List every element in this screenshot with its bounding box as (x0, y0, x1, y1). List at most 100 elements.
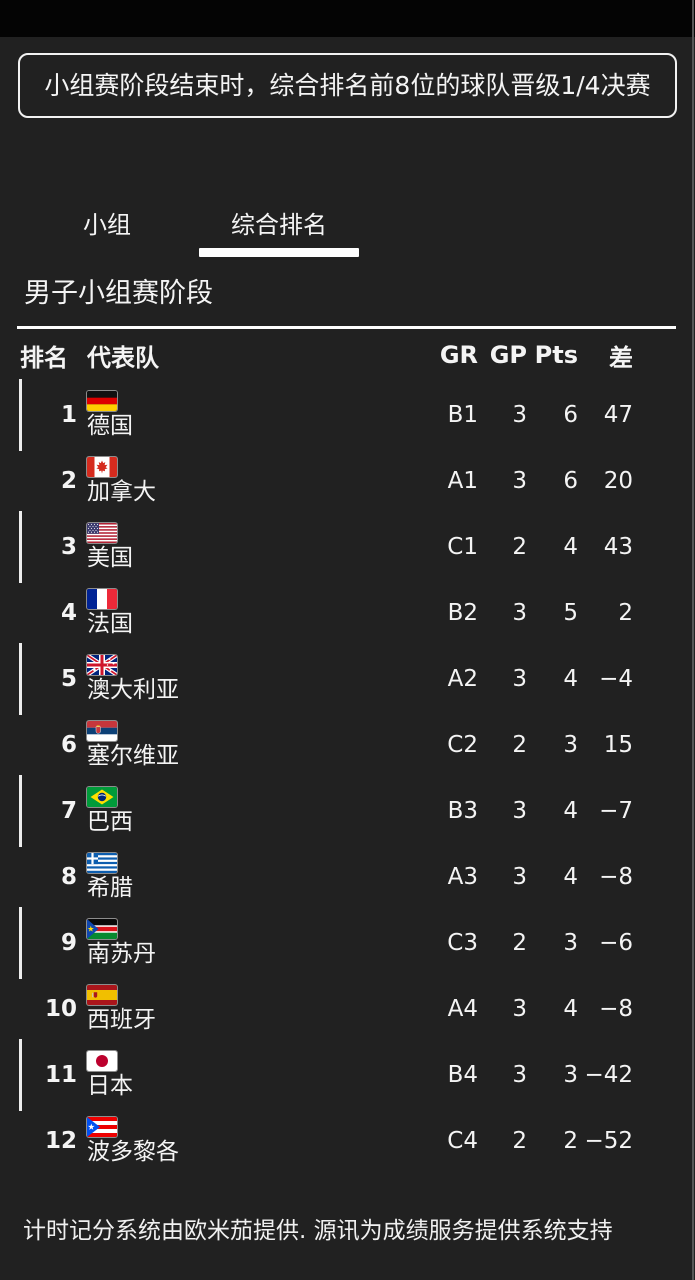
table-row[interactable]: 4 法国 B2 3 5 2 (0, 580, 695, 646)
rank-number: 12 (44, 1127, 77, 1154)
scrollbar[interactable] (692, 0, 694, 1280)
table-row[interactable]: 7 巴西 B3 3 4 −7 (0, 774, 695, 847)
rank-number: 10 (44, 995, 77, 1022)
team-cell: 希腊 (77, 852, 418, 901)
rank-number: 1 (60, 401, 77, 428)
rank-number: 3 (60, 533, 77, 560)
games-played-value: 3 (512, 599, 527, 626)
table-row[interactable]: 2 加拿大 A1 3 6 20 (0, 448, 695, 514)
group-rank-value: B2 (447, 599, 478, 626)
table-row[interactable]: 3 美国 C1 2 4 43 (0, 510, 695, 583)
points-value: 6 (563, 467, 578, 494)
diff-value: 15 (603, 731, 633, 758)
points-value: 2 (563, 1127, 578, 1154)
active-tab-indicator (199, 248, 359, 257)
table-row[interactable]: 9 南苏丹 C3 2 3 −6 (0, 906, 695, 979)
header-team: 代表队 (87, 343, 159, 372)
points-value: 4 (563, 533, 578, 560)
games-played-value: 3 (512, 797, 527, 824)
qualification-notice: 小组赛阶段结束时，综合排名前8位的球队晋级1/4决赛 (18, 53, 677, 118)
header-gp: GP (489, 341, 527, 370)
points-value: 3 (563, 929, 578, 956)
group-rank-value: A4 (447, 995, 478, 1022)
team-name: 希腊 (87, 874, 133, 901)
games-played-value: 2 (512, 1127, 527, 1154)
standings-table: 1 德国 B1 3 6 47 2 加拿大 A1 3 6 20 3 美国 C1 2… (0, 378, 695, 1174)
games-played-value: 3 (512, 467, 527, 494)
table-row[interactable]: 6 塞尔维亚 C2 2 3 15 (0, 712, 695, 778)
flag-spain-icon (87, 984, 117, 1005)
section-title: 男子小组赛阶段 (24, 278, 213, 309)
team-cell: 波多黎各 (77, 1116, 418, 1165)
tab-groups-label: 小组 (83, 211, 131, 239)
diff-value: −42 (584, 1061, 633, 1088)
group-rank-value: C4 (447, 1127, 478, 1154)
flag-south-sudan-icon (87, 918, 117, 939)
team-name: 德国 (87, 412, 133, 439)
header-diff: 差 (609, 343, 633, 372)
team-cell: 日本 (77, 1050, 418, 1099)
points-value: 3 (563, 1061, 578, 1088)
rank-number: 8 (60, 863, 77, 890)
rank-number: 7 (60, 797, 77, 824)
rank-number: 6 (60, 731, 77, 758)
flag-canada-icon (87, 456, 117, 477)
team-name: 波多黎各 (87, 1138, 179, 1165)
header-rank: 排名 (20, 343, 68, 372)
qualification-notice-text: 小组赛阶段结束时，综合排名前8位的球队晋级1/4决赛 (44, 70, 651, 100)
team-cell: 法国 (77, 588, 418, 637)
diff-value: 47 (603, 401, 633, 428)
rank-number: 5 (60, 665, 77, 692)
diff-value: 43 (603, 533, 633, 560)
team-cell: 澳大利亚 (77, 654, 418, 703)
diff-value: −7 (599, 797, 633, 824)
games-played-value: 3 (512, 665, 527, 692)
games-played-value: 2 (512, 533, 527, 560)
team-name: 加拿大 (87, 478, 156, 505)
group-rank-value: A1 (447, 467, 478, 494)
table-row[interactable]: 10 西班牙 A4 3 4 −8 (0, 976, 695, 1042)
team-name: 巴西 (87, 808, 133, 835)
group-rank-value: C1 (447, 533, 478, 560)
diff-value: 20 (603, 467, 633, 494)
team-name: 日本 (87, 1072, 133, 1099)
games-played-value: 3 (512, 863, 527, 890)
group-rank-value: B3 (447, 797, 478, 824)
team-cell: 美国 (77, 522, 418, 571)
team-name: 塞尔维亚 (87, 742, 179, 769)
table-row[interactable]: 12 波多黎各 C4 2 2 −52 (0, 1108, 695, 1174)
group-rank-value: C3 (447, 929, 478, 956)
rank-number: 2 (60, 467, 77, 494)
table-row[interactable]: 8 希腊 A3 3 4 −8 (0, 844, 695, 910)
points-value: 4 (563, 863, 578, 890)
tab-groups[interactable]: 小组 (83, 205, 131, 240)
group-rank-value: A3 (447, 863, 478, 890)
table-header: 排名 代表队 GR GP Pts 差 (0, 329, 695, 382)
team-name: 澳大利亚 (87, 676, 179, 703)
header-gr: GR (439, 341, 478, 370)
tab-overall-ranking-label: 综合排名 (231, 211, 327, 239)
points-value: 4 (563, 665, 578, 692)
team-cell: 西班牙 (77, 984, 418, 1033)
table-row[interactable]: 11 日本 B4 3 3 −42 (0, 1038, 695, 1111)
table-row[interactable]: 1 德国 B1 3 6 47 (0, 378, 695, 451)
group-rank-value: C2 (447, 731, 478, 758)
table-top-rule (17, 325, 676, 329)
flag-brazil-icon (87, 786, 117, 807)
diff-value: −4 (599, 665, 633, 692)
games-played-value: 3 (512, 401, 527, 428)
points-value: 6 (563, 401, 578, 428)
games-played-value: 3 (512, 995, 527, 1022)
team-cell: 加拿大 (77, 456, 418, 505)
team-name: 法国 (87, 610, 133, 637)
diff-value: −8 (599, 995, 633, 1022)
team-name: 南苏丹 (87, 940, 156, 967)
group-rank-value: A2 (447, 665, 478, 692)
table-row[interactable]: 5 澳大利亚 A2 3 4 −4 (0, 642, 695, 715)
footer-credit: 计时记分系统由欧米茄提供. 源讯为成绩服务提供系统支持 (23, 1217, 613, 1244)
header-pts: Pts (534, 341, 578, 370)
flag-france-icon (87, 588, 117, 609)
team-cell: 塞尔维亚 (77, 720, 418, 769)
tab-overall-ranking[interactable]: 综合排名 (199, 205, 359, 257)
